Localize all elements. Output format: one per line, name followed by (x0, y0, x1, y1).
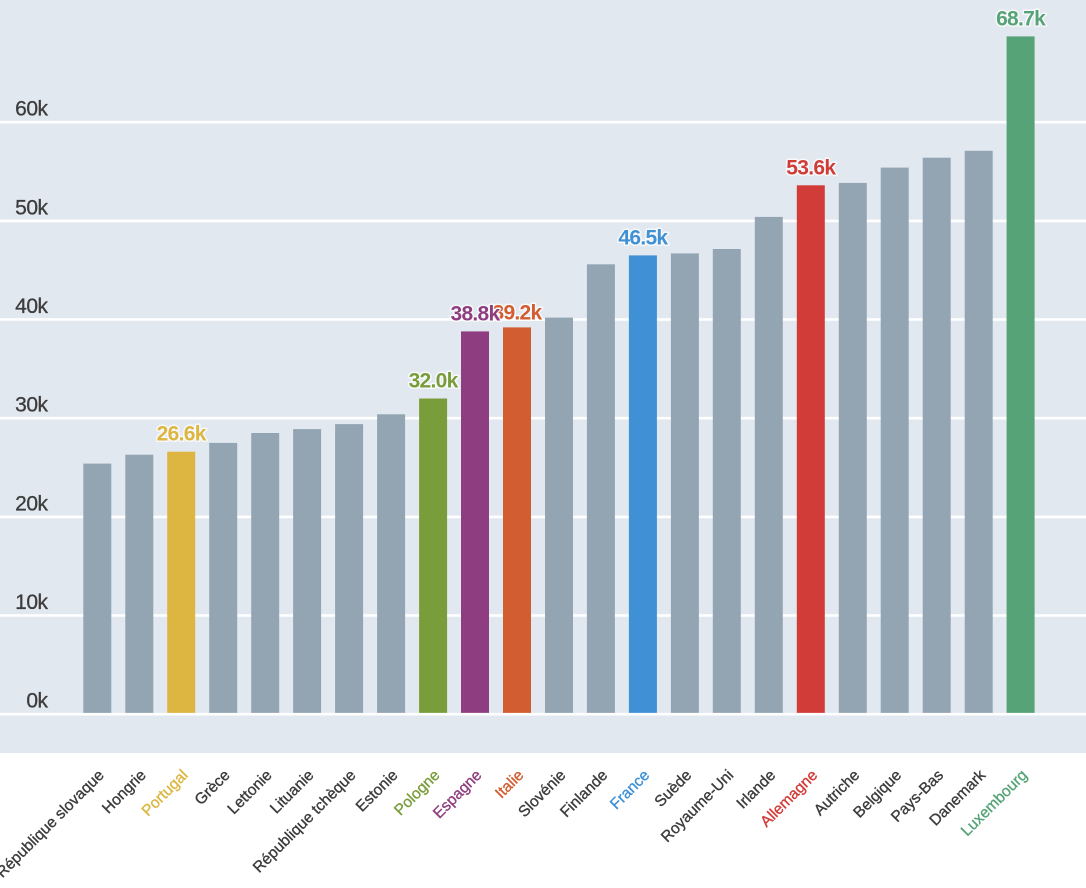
svg-text:26.6k: 26.6k (157, 423, 207, 446)
svg-text:38.8k: 38.8k (450, 302, 500, 325)
svg-text:20k: 20k (15, 492, 48, 515)
svg-text:10k: 10k (15, 591, 48, 614)
svg-text:53.6k: 53.6k (786, 156, 836, 179)
svg-text:46.5k: 46.5k (618, 226, 668, 249)
svg-text:0k: 0k (26, 690, 48, 713)
svg-text:68.7k: 68.7k (996, 7, 1046, 30)
svg-text:40k: 40k (15, 295, 48, 318)
svg-text:30k: 30k (15, 394, 48, 417)
svg-text:60k: 60k (15, 98, 48, 121)
svg-text:39.2k: 39.2k (492, 301, 542, 324)
svg-text:50k: 50k (15, 196, 48, 219)
svg-text:32.0k: 32.0k (409, 370, 459, 393)
